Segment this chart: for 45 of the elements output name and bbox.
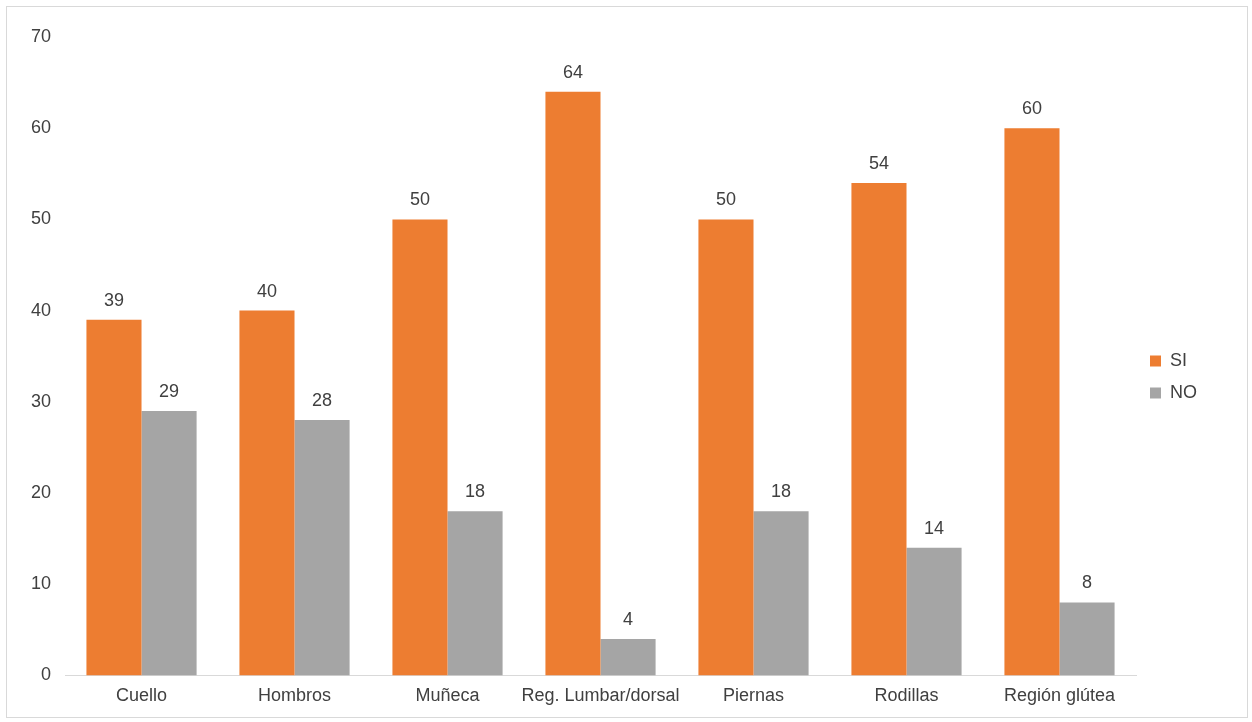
bar <box>239 310 295 676</box>
data-label: 40 <box>256 280 277 301</box>
bar <box>698 219 754 676</box>
bar <box>392 219 448 676</box>
bar <box>294 420 350 676</box>
y-tick-label: 10 <box>30 573 52 594</box>
bar <box>753 511 809 676</box>
data-label: 14 <box>924 517 945 538</box>
y-tick-label: 70 <box>30 25 52 46</box>
y-tick-label: 20 <box>30 481 52 502</box>
data-label: 4 <box>623 608 634 629</box>
bar <box>851 182 907 676</box>
x-tick-label: Piernas <box>722 685 785 706</box>
data-label: 39 <box>103 289 124 310</box>
bar <box>1059 602 1115 676</box>
y-tick-label: 0 <box>41 664 52 685</box>
x-tick-label: Rodillas <box>874 685 939 706</box>
data-label: 18 <box>465 481 486 502</box>
x-tick-label: Región glútea <box>1003 685 1117 706</box>
x-tick-label: Cuello <box>116 685 168 706</box>
bar <box>447 511 503 676</box>
bar <box>141 410 197 676</box>
data-label: 50 <box>715 189 736 210</box>
y-tick-label: 50 <box>30 208 52 229</box>
y-tick-label: 30 <box>30 390 52 411</box>
bar <box>906 547 962 676</box>
bar <box>545 91 601 676</box>
x-tick-label: Muñeca <box>415 685 481 706</box>
bar <box>600 638 656 676</box>
data-label: 8 <box>1082 572 1093 593</box>
data-label: 50 <box>409 189 430 210</box>
data-label: 18 <box>771 481 792 502</box>
y-tick-label: 40 <box>30 299 52 320</box>
bar <box>1004 128 1060 676</box>
data-label: 64 <box>562 61 583 82</box>
data-label: 54 <box>868 152 889 173</box>
x-tick-label: Hombros <box>258 685 332 706</box>
data-label: 29 <box>159 380 180 401</box>
legend-label: NO <box>1170 381 1197 402</box>
legend-label: SI <box>1170 349 1188 370</box>
y-tick-label: 60 <box>30 117 52 138</box>
data-label: 28 <box>312 390 333 411</box>
bar <box>86 319 142 676</box>
x-tick-label: Reg. Lumbar/dorsal <box>521 685 680 706</box>
data-label: 60 <box>1021 98 1042 119</box>
